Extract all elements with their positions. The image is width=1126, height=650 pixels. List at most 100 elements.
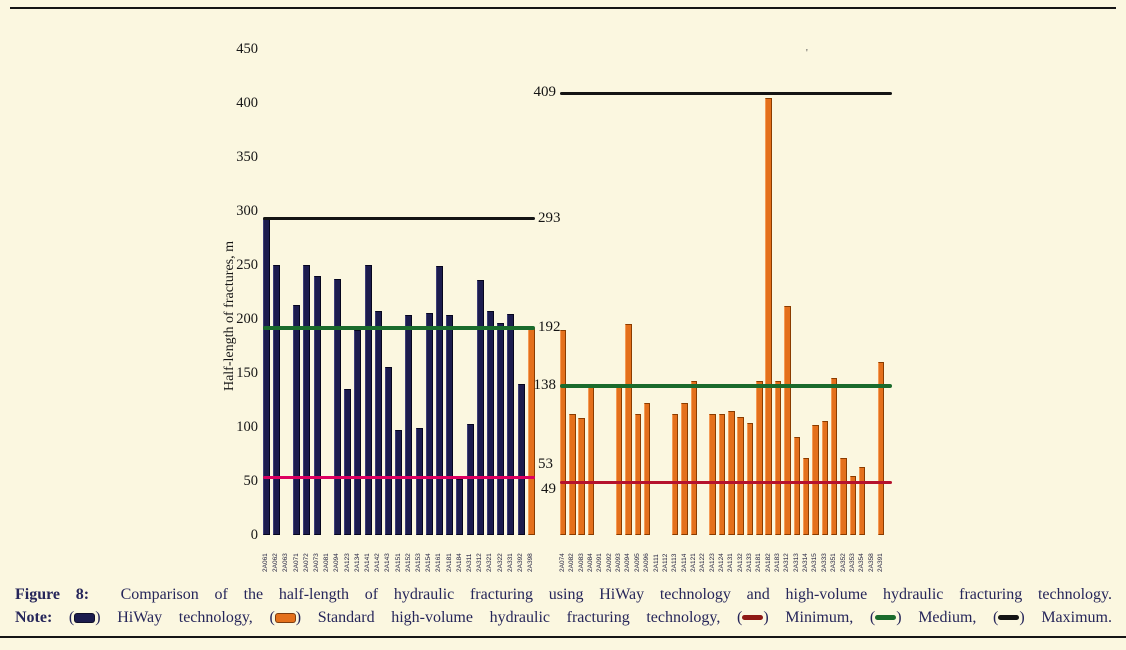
bar	[374, 311, 382, 535]
ref-line-label: 49	[541, 481, 556, 498]
x-tick-label: 2A312	[783, 553, 791, 572]
x-tick-label: 2A311	[466, 553, 473, 572]
x-tick-label: 2A131	[727, 553, 735, 572]
bar	[354, 329, 362, 535]
bar	[756, 380, 763, 535]
x-tick-label: 2A082	[568, 553, 576, 572]
x-tick-label: 2A313	[792, 553, 800, 572]
x-tick-label: 2A181	[755, 553, 763, 572]
x-tick-label: 2A143	[384, 553, 392, 572]
bar	[690, 380, 698, 535]
y-tick-label: 200	[236, 311, 258, 327]
bar	[446, 314, 454, 535]
x-tick-label: 2A096	[643, 553, 651, 572]
bar	[784, 306, 791, 535]
x-tick-label: 2A111	[652, 554, 660, 572]
legend-swatch-minimum	[742, 615, 764, 620]
page-rule-top	[10, 7, 1116, 9]
x-tick-label: 2A322	[496, 553, 504, 572]
note-label: Note:	[15, 609, 53, 626]
bar	[384, 366, 392, 535]
ref-line-minimum	[263, 476, 535, 480]
x-tick-label: 2A181	[445, 553, 453, 572]
x-tick-label: 2A074	[559, 553, 566, 572]
bar	[774, 380, 782, 535]
bar	[435, 266, 443, 535]
x-tick-label: 2A314	[802, 553, 810, 572]
bar	[821, 420, 829, 535]
x-tick-label: 2A092	[605, 553, 613, 572]
x-tick-label: 2A391	[876, 553, 884, 572]
x-tick-label: 2A315	[811, 553, 819, 572]
x-tick-label: 2A063	[282, 553, 290, 572]
bar	[709, 414, 716, 535]
bar	[262, 218, 270, 535]
bar	[497, 323, 505, 535]
bar	[395, 430, 403, 535]
bar	[456, 478, 464, 535]
bar	[793, 436, 800, 535]
x-tick-label: 2A072	[302, 553, 310, 572]
bar	[802, 458, 810, 535]
x-tick-label: 2A133	[746, 553, 753, 572]
y-tick-label: 100	[236, 419, 258, 435]
x-tick-label: 2A312	[476, 553, 484, 572]
bar	[849, 475, 857, 535]
bar	[737, 417, 744, 535]
bar	[486, 311, 494, 535]
x-tick-label: 2A142	[374, 553, 382, 572]
legend-swatch-std	[274, 613, 296, 623]
x-tick-label: 2A352	[839, 553, 847, 572]
bar	[625, 324, 632, 535]
y-tick-label: 150	[236, 365, 258, 381]
bar	[517, 383, 525, 535]
x-tick-label: 2A071	[292, 553, 300, 572]
x-tick-label: 2A112	[661, 553, 669, 572]
bar	[507, 313, 515, 535]
bar	[466, 423, 474, 535]
x-tick-label: 2A121	[689, 553, 697, 572]
x-tick-label: 2A354	[858, 553, 866, 572]
bar	[333, 279, 341, 535]
x-tick-label: 2A113	[671, 553, 679, 572]
x-tick-label: 2A358	[867, 553, 875, 572]
x-tick-label: 2A141	[364, 553, 371, 572]
bar	[643, 403, 651, 535]
ref-line-minimum	[560, 480, 892, 484]
ref-line-medium	[560, 383, 892, 388]
x-tick-label: 2A084	[587, 553, 595, 572]
x-tick-label: 2A321	[486, 553, 494, 572]
y-tick-label: 350	[236, 149, 258, 165]
x-tick-label: 2A095	[633, 553, 641, 572]
page-rule-bottom	[0, 636, 1126, 638]
bar	[812, 424, 819, 535]
bar	[272, 265, 280, 535]
y-tick-label: 0	[250, 527, 258, 543]
note-segments: () HiWay technology, () Standard high-vo…	[52, 609, 1112, 626]
x-tick-label: 2A124	[717, 553, 725, 572]
bar	[615, 385, 623, 535]
bar	[293, 304, 301, 535]
bar	[671, 414, 679, 535]
ref-line-label: 53	[538, 455, 553, 472]
x-tick-label: 2A398	[527, 553, 535, 572]
x-tick-label: 2A081	[323, 553, 331, 572]
bar	[634, 414, 642, 535]
bar	[405, 314, 413, 535]
bar	[364, 265, 372, 535]
bar	[569, 414, 576, 535]
ref-line-medium	[263, 325, 535, 330]
note-line: Note: () HiWay technology, () Standard h…	[15, 606, 1112, 629]
x-tick-label: 2A353	[848, 553, 856, 572]
x-tick-label: 2A114	[680, 553, 688, 572]
bar	[425, 312, 433, 535]
bar	[476, 280, 484, 535]
stray-mark: '	[806, 48, 808, 59]
y-tick-label: 450	[236, 41, 258, 57]
x-tick-label: 2A073	[313, 553, 320, 572]
bar	[527, 327, 535, 535]
bar	[587, 385, 595, 535]
bar	[858, 466, 866, 535]
x-tick-label: 2A122	[699, 553, 707, 572]
